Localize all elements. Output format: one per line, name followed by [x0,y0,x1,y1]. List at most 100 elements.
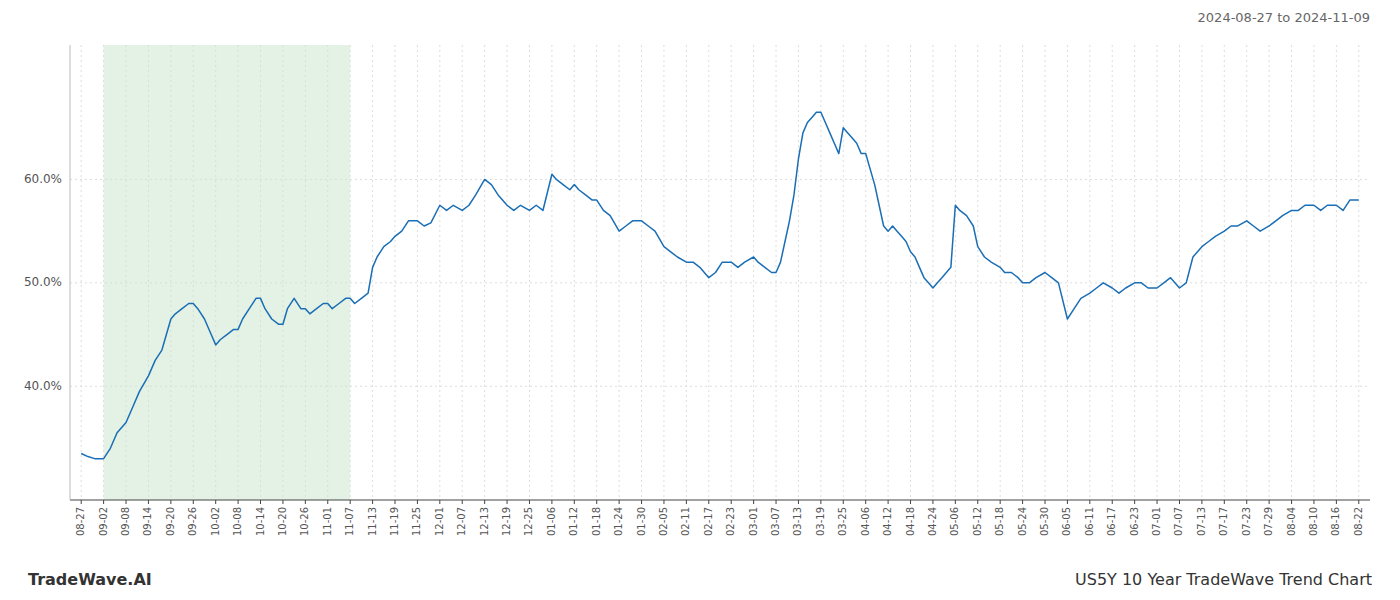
x-tick-label: 08-10 [1308,507,1319,536]
x-tick [1358,500,1359,504]
x-tick-label: 05-30 [1039,507,1050,536]
x-tick [731,500,732,504]
x-tick-label: 10-02 [210,507,221,536]
x-grid-line [865,45,866,500]
subtitle: 2024-08-27 to 2024-11-09 [1198,10,1370,25]
x-tick [1000,500,1001,504]
x-tick-label: 12-07 [456,507,467,536]
x-tick-label: 10-08 [232,507,243,536]
x-tick-label: 04-06 [860,507,871,536]
y-tick-label: 60.0% [24,172,62,186]
x-tick [103,500,104,504]
x-tick-label: 01-18 [591,507,602,536]
x-tick [1112,500,1113,504]
brand-annotation: TradeWave.AI [28,570,152,589]
x-tick-label: 03-19 [815,507,826,536]
x-tick [417,500,418,504]
x-tick [820,500,821,504]
x-grid-line [1022,45,1023,500]
x-tick-label: 01-30 [636,507,647,536]
x-tick [1313,500,1314,504]
x-tick [238,500,239,504]
x-tick [1246,500,1247,504]
x-grid-line [574,45,575,500]
x-tick [1201,500,1202,504]
x-tick [798,500,799,504]
x-grid-line [1358,45,1359,500]
x-tick [462,500,463,504]
x-tick [1089,500,1090,504]
x-tick [955,500,956,504]
x-tick [1067,500,1068,504]
x-tick-label: 06-17 [1106,507,1117,536]
x-tick-label: 02-23 [725,507,736,536]
x-tick-label: 11-07 [344,507,355,536]
x-grid-line [1112,45,1113,500]
x-grid-line [462,45,463,500]
x-grid-line [619,45,620,500]
x-grid-line [753,45,754,500]
x-tick [686,500,687,504]
x-tick-label: 03-25 [837,507,848,536]
x-tick [1179,500,1180,504]
x-tick-label: 06-11 [1084,507,1095,536]
x-tick [776,500,777,504]
x-grid-line [798,45,799,500]
chart: 40.0%50.0%60.0%08-2709-0209-0809-1409-20… [0,0,1400,600]
x-grid-line [708,45,709,500]
x-tick [260,500,261,504]
chart-container: 40.0%50.0%60.0%08-2709-0209-0809-1409-20… [0,0,1400,600]
x-grid-line [641,45,642,500]
x-tick [843,500,844,504]
x-tick-label: 08-16 [1330,507,1341,536]
x-tick-label: 01-06 [546,507,557,536]
x-tick [327,500,328,504]
x-tick-label: 07-01 [1151,507,1162,536]
x-grid-line [910,45,911,500]
shaded-region [104,45,351,500]
x-tick-label: 10-20 [277,507,288,536]
x-tick [910,500,911,504]
x-grid-line [1134,45,1135,500]
x-tick-label: 02-17 [703,507,714,536]
x-tick-label: 01-12 [568,507,579,536]
x-tick [596,500,597,504]
x-tick [932,500,933,504]
x-tick-label: 02-05 [658,507,669,536]
x-tick-label: 02-11 [680,507,691,536]
x-grid-line [1313,45,1314,500]
x-tick [753,500,754,504]
x-grid-line [1179,45,1180,500]
x-tick [888,500,889,504]
x-tick-label: 11-19 [389,507,400,536]
x-tick-label: 09-08 [120,507,131,536]
x-grid-line [1269,45,1270,500]
x-tick-label: 06-23 [1129,507,1140,536]
x-tick-label: 01-24 [613,507,624,536]
x-tick-label: 09-26 [187,507,198,536]
x-tick-label: 08-22 [1353,507,1364,536]
x-axis-line [70,499,1370,500]
x-tick-label: 04-18 [905,507,916,536]
x-tick-label: 07-29 [1263,507,1274,536]
x-tick-label: 04-12 [882,507,893,536]
x-grid-line [1201,45,1202,500]
x-tick [708,500,709,504]
y-tick-label: 40.0% [24,379,62,393]
x-tick [1134,500,1135,504]
x-tick-label: 05-18 [994,507,1005,536]
x-grid-line [1336,45,1337,500]
x-tick [507,500,508,504]
x-tick-label: 03-07 [770,507,781,536]
x-grid-line [686,45,687,500]
x-tick-label: 07-23 [1241,507,1252,536]
x-grid-line [1157,45,1158,500]
x-tick [1291,500,1292,504]
x-grid-line [596,45,597,500]
x-tick-label: 11-13 [367,507,378,536]
x-tick [574,500,575,504]
y-axis-line [70,45,71,500]
x-tick-label: 12-13 [479,507,490,536]
x-tick [395,500,396,504]
x-tick [350,500,351,504]
